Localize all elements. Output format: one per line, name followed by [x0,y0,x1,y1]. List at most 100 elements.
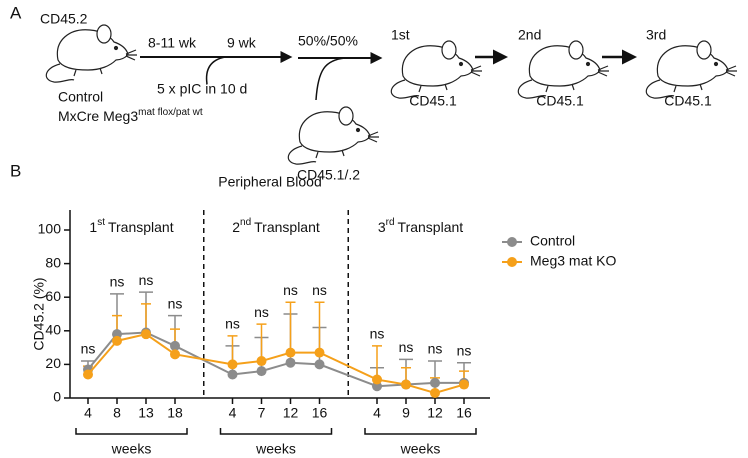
bracket [364,428,477,435]
chart-title: Peripheral Blood [218,174,322,190]
recipient-mouse [645,40,738,99]
x-tick-label: 18 [167,405,183,421]
mix: 50%/50% [298,33,358,49]
x-tick-label: 4 [229,405,237,421]
point [430,387,440,398]
x-tick-label: 12 [427,405,443,421]
donor-marker: CD45.2 [40,11,88,27]
y-tick-label: 60 [45,288,61,304]
point [227,369,238,380]
y-tick-label: 80 [45,254,61,270]
y-axis-label: CD45.2 (%) [31,277,47,350]
x-tick-label: 4 [84,405,92,421]
point [285,347,296,358]
y-tick-label: 40 [45,322,61,338]
x-tick-label: 13 [138,405,154,421]
genotype-sup: mat flox/pat wt [138,107,203,118]
legend-label: Meg3 mat KO [530,253,616,269]
annotation: ns [81,341,96,357]
error-bar [314,301,325,353]
segment-number: 1 [89,219,97,235]
genotype: MxCre Meg3 [58,108,138,124]
error-bar [372,345,382,380]
point [141,329,151,340]
y-tick-label: 100 [38,221,62,237]
annotation: ns [312,282,327,298]
recipient-mouse [517,40,610,99]
annotation: ns [254,304,269,320]
point [314,347,325,358]
mix-arrow [315,57,346,101]
point [372,374,382,385]
annotation: ns [225,316,240,332]
point [314,359,325,370]
recipient-marker: CD45.1 [536,93,584,109]
segment-text: Transplant [108,219,174,235]
step2: 9 wk [227,35,257,51]
y-tick-label: 20 [45,355,61,371]
bracket [75,428,188,435]
y-tick-label: 0 [53,389,61,405]
step1: 8-11 wk [148,35,197,51]
segment-title: 2nd Transplant [232,217,320,235]
recipient-order: 3rd [646,27,666,43]
competitor-mouse [287,106,380,165]
segment-title: 3rd Transplant [378,217,463,235]
x-tick-label: 9 [402,405,410,421]
segment-text: Transplant [398,219,464,235]
segment-text: Transplant [254,219,320,235]
donor-mouse [45,24,138,83]
point [285,357,296,368]
annotation: ns [139,272,154,288]
recipient-order: 1st [391,27,410,43]
point [227,359,238,370]
segment-sup: st [97,217,105,228]
legend-label: Control [530,233,575,249]
x-axis-label: weeks [111,441,152,457]
point [112,335,122,346]
annotation: ns [110,274,125,290]
annotation: ns [457,342,472,358]
treatment: 5 x pIC in 10 d [157,81,247,97]
legend-marker [507,237,517,247]
panel-label: B [10,161,21,180]
annotation: ns [283,282,298,298]
bracket [219,428,333,435]
panel-b: B Peripheral Blood CD45.2 (%) [10,161,322,350]
point [170,349,180,360]
point [83,369,93,380]
point [256,366,267,377]
x-axis-label: weeks [400,441,441,457]
recipient-order: 2nd [518,27,541,43]
point [430,377,440,388]
x-tick-label: 16 [312,405,328,421]
x-tick-label: 7 [258,405,266,421]
point [256,356,267,367]
donor-genotype: MxCre Meg3mat flox/pat wt [58,107,203,124]
segment-sup: rd [386,217,395,228]
segment-number: 2 [232,219,240,235]
treatment-arrow [205,56,226,85]
legend-marker [507,257,517,267]
x-tick-label: 12 [283,405,299,421]
segment-number: 3 [378,219,386,235]
annotation: ns [168,295,183,311]
point [401,379,411,390]
point [459,379,469,390]
error-bar [256,323,267,362]
x-tick-label: 16 [456,405,472,421]
annotation: ns [399,339,414,355]
point [170,340,180,351]
segment-sup: nd [240,217,251,228]
x-axis-label: weeks [255,441,296,457]
recipient-marker: CD45.1 [409,93,457,109]
annotation: ns [370,326,385,342]
error-bar [285,301,296,353]
recipient-marker: CD45.1 [664,93,712,109]
competitor: CD45.1/.2 [297,167,360,183]
recipient-mouse [390,40,483,99]
x-tick-label: 8 [113,405,121,421]
annotation: ns [428,341,443,357]
x-tick-label: 4 [373,405,381,421]
